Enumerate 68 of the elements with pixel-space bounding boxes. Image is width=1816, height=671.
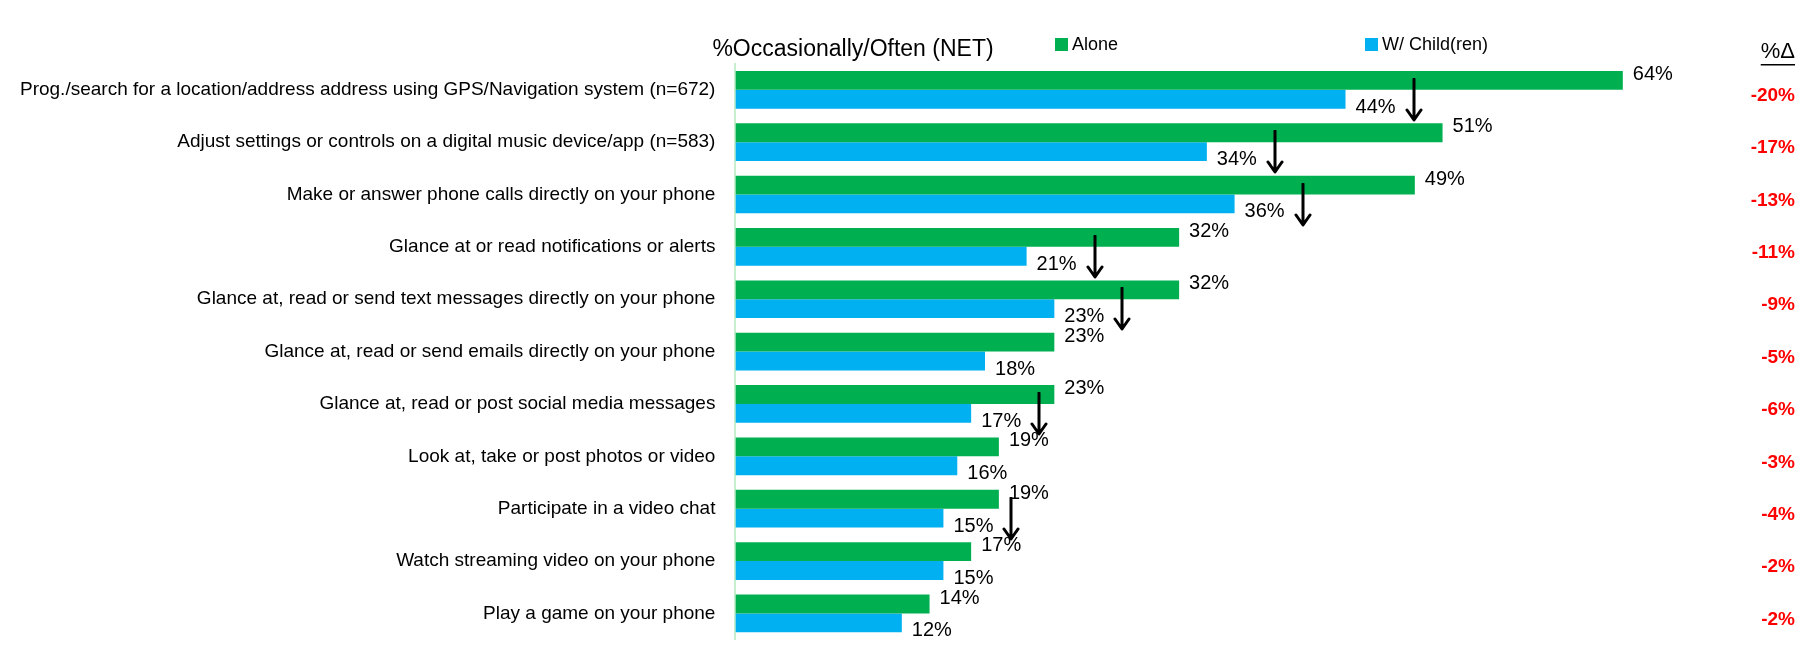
y-tick-label: Glance at, read or send emails directly on your phone [264, 339, 716, 361]
bar [735, 228, 1180, 247]
y-tick-label: Look at, take or post photos or video [408, 444, 716, 466]
bar [735, 142, 1207, 161]
text: %Δ [1760, 38, 1796, 64]
bar [735, 280, 1180, 300]
data-label: 18% [995, 356, 1036, 379]
y-tick-label: Play a game on your phone [483, 601, 716, 623]
data-label: 15% [953, 566, 994, 588]
data-label: 17% [981, 533, 1022, 556]
data-label: 15% [953, 513, 994, 536]
data-label: 34% [1216, 147, 1258, 170]
data-label: 64% [1632, 61, 1674, 84]
bar [735, 175, 1415, 195]
bar [735, 594, 930, 614]
data-label: 16% [967, 461, 1008, 484]
y-tick-label: Participate in a video chat [497, 496, 717, 518]
legend-label: Alone [1072, 33, 1119, 54]
data-label: 12% [911, 618, 953, 641]
y-tick-label: Watch streaming video on your phone [396, 549, 716, 571]
bar [735, 70, 1623, 90]
text: -17% [1750, 136, 1796, 158]
legend-label: W/ Child(ren) [1382, 33, 1489, 54]
text: -5% [1761, 345, 1796, 367]
text: -3% [1761, 450, 1796, 472]
text: -20% [1750, 84, 1796, 106]
y-tick-label: Make or answer phone calls directly on your phone [286, 182, 716, 204]
y-tick-label: Glance at, read or post social media messages [319, 392, 716, 414]
bar [735, 385, 1055, 404]
bar [735, 561, 944, 580]
bar [735, 89, 1346, 109]
data-label: 49% [1424, 166, 1466, 189]
data-label: 44% [1355, 94, 1396, 117]
bar [735, 194, 1235, 214]
bar [735, 299, 1055, 319]
bar [735, 542, 972, 562]
data-label: 23% [1064, 376, 1105, 399]
data-label: 19% [1008, 480, 1050, 503]
y-tick-label: Glance at, read or send text messages directly on your phone [196, 287, 716, 309]
bar [735, 613, 902, 633]
bar [735, 246, 1027, 266]
bar [735, 332, 1055, 352]
bar [735, 351, 986, 371]
data-label: 36% [1244, 199, 1285, 222]
data-label: 32% [1189, 218, 1230, 241]
bar [735, 489, 999, 509]
data-label: 17% [981, 408, 1022, 431]
text: -11% [1751, 241, 1796, 263]
bar [735, 403, 972, 423]
bar [735, 437, 999, 457]
text: -13% [1750, 188, 1796, 210]
text: -4% [1761, 502, 1796, 524]
text: -2% [1761, 607, 1796, 629]
y-tick-label: Glance at or read notifications or alerts [389, 235, 716, 257]
text: -2% [1761, 555, 1796, 577]
data-label: 32% [1189, 271, 1230, 294]
data-label: 19% [1008, 428, 1050, 451]
text: -9% [1761, 293, 1796, 315]
bar [735, 123, 1443, 143]
data-label: 21% [1036, 251, 1077, 274]
bar [735, 456, 958, 476]
bar [735, 508, 944, 528]
y-tick-label: Prog./search for a location/address address using GPS/Navigation system (n=672) [19, 78, 716, 100]
y-tick-label: Adjust settings or controls on a digital music device/app (n=583) [177, 130, 716, 152]
text: -6% [1761, 398, 1796, 420]
data-label: 14% [939, 585, 980, 608]
chart-title: %Occasionally/Often (NET) [712, 35, 994, 62]
data-label: 51% [1452, 114, 1493, 137]
